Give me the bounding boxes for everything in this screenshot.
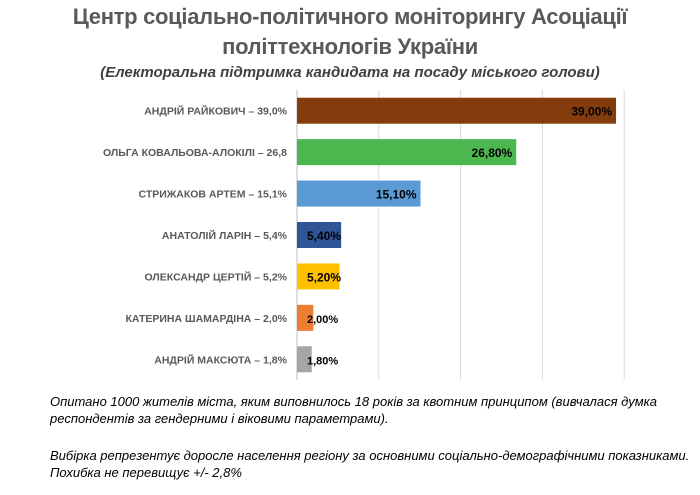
category-label: ОЛЬГА КОВАЛЬОВА-АЛОКІЛІ – 26,8 (103, 147, 287, 159)
data-label: 5,40% (307, 229, 341, 243)
chart-title-line2: політтехнологів України (222, 34, 478, 59)
category-label: АНАТОЛІЙ ЛАРІН – 5,4% (162, 229, 288, 242)
survey-note-representativeness: Вибірка репрезентує доросле населення ре… (50, 448, 690, 480)
data-label: 39,00% (571, 105, 612, 119)
data-label: 15,10% (376, 188, 417, 202)
category-label: СТРИЖАКОВ АРТЕМ – 15,1% (139, 189, 288, 201)
bar (297, 222, 342, 248)
chart-gridlines (296, 90, 625, 380)
bar (297, 139, 517, 166)
bar (297, 304, 314, 331)
chart-title-line1: Центр соціально-політичного моніторингу … (72, 4, 628, 29)
chart-category-labels: АНДРІЙ РАЙКОВИЧ – 39,0% ОЛЬГА КОВАЛЬОВА-А… (103, 105, 288, 367)
data-label: 5,20% (307, 270, 341, 284)
category-label: ОЛЕКСАНДР ЦЕРТІЙ – 5,2% (145, 270, 288, 283)
chart-bars (297, 97, 617, 373)
bar (297, 346, 312, 373)
data-label: 2,00% (307, 314, 338, 326)
bar-chart: АНДРІЙ РАЙКОВИЧ – 39,0% ОЛЬГА КОВАЛЬОВА-А… (103, 90, 625, 380)
data-label: 1,80% (307, 355, 338, 367)
chart-subtitle: (Електоральна підтримка кандидата на пос… (100, 64, 600, 81)
category-label: АНДРІЙ РАЙКОВИЧ – 39,0% (144, 105, 287, 118)
survey-note-sample: Опитано 1000 жителів міста, яким виповни… (50, 394, 657, 426)
category-label: АНДРІЙ МАКСЮТА – 1,8% (154, 353, 287, 366)
bar (297, 180, 421, 207)
data-label: 26,80% (472, 146, 513, 160)
category-label: КАТЕРИНА ШАМАРДІНА – 2,0% (126, 313, 288, 325)
bar (297, 97, 617, 124)
chart-data-labels: 39,00% 26,80% 15,10% 5,40% 5,20% 2,00% 1,80% (307, 105, 612, 368)
bar (297, 263, 340, 290)
